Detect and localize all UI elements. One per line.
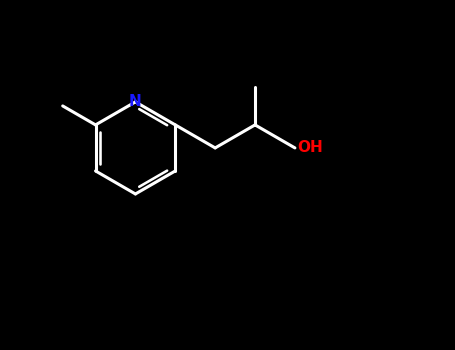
Text: OH: OH (298, 140, 324, 155)
Text: N: N (129, 94, 142, 110)
